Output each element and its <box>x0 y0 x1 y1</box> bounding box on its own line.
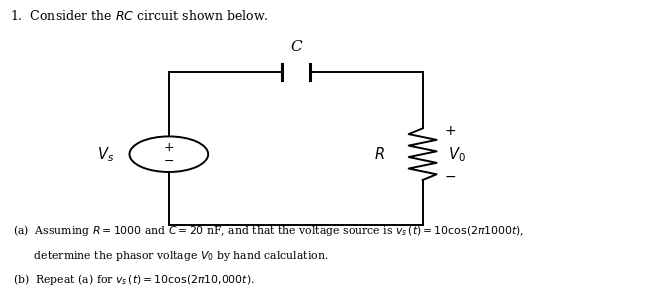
Text: +: + <box>444 124 456 138</box>
Text: 1.  Consider the $\mathit{RC}$ circuit shown below.: 1. Consider the $\mathit{RC}$ circuit sh… <box>10 9 269 23</box>
Text: determine the phasor voltage $V_0$ by hand calculation.: determine the phasor voltage $V_0$ by ha… <box>14 249 329 263</box>
Text: (a)  Assuming $R = 1000$ and $C = 20$ nF, and that the voltage source is $v_s\,(: (a) Assuming $R = 1000$ and $C = 20$ nF,… <box>14 223 525 238</box>
Text: −: − <box>164 155 174 168</box>
Text: $V_s$: $V_s$ <box>96 145 113 164</box>
Text: (b)  Repeat (a) for $v_s\,(t) = 10\cos(2\pi 10{,}000t)$.: (b) Repeat (a) for $v_s\,(t) = 10\cos(2\… <box>14 272 255 287</box>
Text: $V_0$: $V_0$ <box>448 145 466 164</box>
Text: C: C <box>290 40 302 54</box>
Text: $R$: $R$ <box>374 146 385 162</box>
Text: +: + <box>164 141 174 154</box>
Text: −: − <box>444 170 456 184</box>
